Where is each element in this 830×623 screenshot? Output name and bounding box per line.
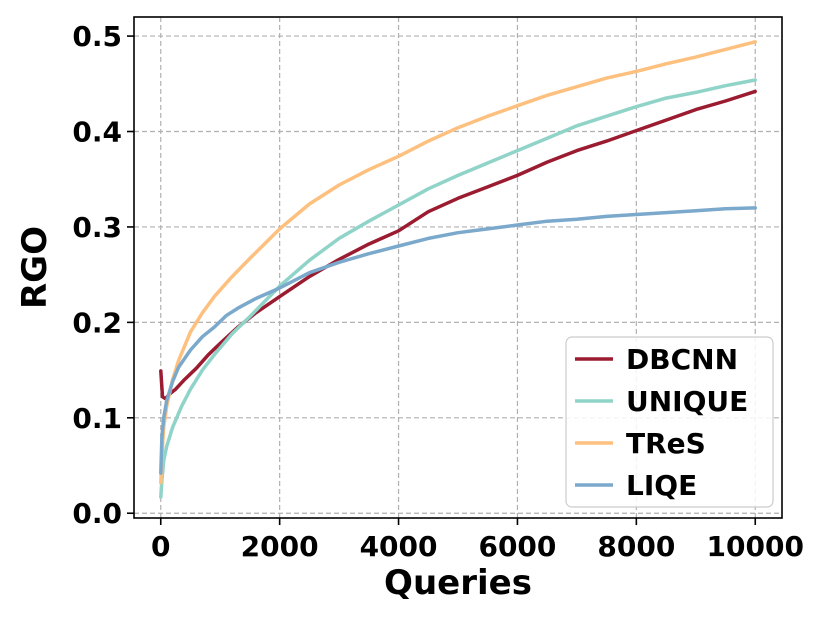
legend-label-unique: UNIQUE bbox=[626, 385, 748, 418]
y-tick-label: 0.1 bbox=[72, 402, 122, 435]
legend-label-dbcnn: DBCNN bbox=[626, 343, 738, 376]
legend-label-tres: TReS bbox=[626, 427, 706, 460]
x-tick-label: 6000 bbox=[478, 530, 556, 563]
x-tick-label: 0 bbox=[151, 530, 170, 563]
y-axis-ticks: 0.0 0.1 0.2 0.3 0.4 0.5 bbox=[72, 20, 134, 530]
x-tick-label: 10000 bbox=[707, 530, 804, 563]
y-tick-label: 0.0 bbox=[72, 497, 122, 530]
series-line-liqe bbox=[159, 206, 757, 475]
series-lines bbox=[159, 40, 757, 499]
y-axis-title: RGO bbox=[15, 226, 55, 309]
legend-label-liqe: LIQE bbox=[626, 469, 697, 502]
series-line-dbcnn bbox=[159, 89, 757, 401]
x-tick-label: 2000 bbox=[241, 530, 319, 563]
legend-box bbox=[565, 336, 774, 508]
y-tick-label: 0.2 bbox=[72, 306, 122, 339]
series-line-unique bbox=[159, 78, 757, 499]
x-tick-label: 4000 bbox=[360, 530, 438, 563]
legend: DBCNN UNIQUE TReS LIQE bbox=[565, 336, 774, 508]
x-tick-label: 8000 bbox=[597, 530, 675, 563]
y-tick-label: 0.4 bbox=[72, 116, 122, 149]
y-tick-label: 0.3 bbox=[72, 211, 122, 244]
plot-frame bbox=[133, 16, 783, 519]
x-axis-title: Queries bbox=[384, 563, 532, 603]
x-axis-ticks: 0 2000 4000 6000 8000 10000 bbox=[151, 518, 804, 563]
y-tick-label: 0.5 bbox=[72, 20, 122, 53]
